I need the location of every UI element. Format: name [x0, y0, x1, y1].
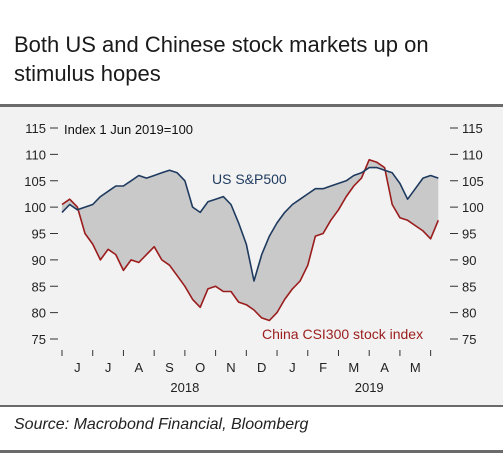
month-label: J — [74, 360, 81, 375]
y-tick-label-right: 80 — [462, 306, 476, 321]
y-tick-label-right: 95 — [462, 227, 476, 242]
y-tick-label-left: 100 — [24, 200, 46, 215]
y-tick-label-right: 100 — [462, 200, 484, 215]
us-sp500-label: US S&P500 — [212, 171, 287, 187]
china-csi300-label: China CSI300 stock index — [262, 326, 423, 342]
y-tick-label-right: 75 — [462, 332, 476, 347]
y-tick-label-left: 80 — [32, 306, 46, 321]
title-area: Both US and Chinese stock markets up on … — [0, 0, 503, 107]
source-note: Source: Macrobond Financial, Bloomberg — [14, 416, 309, 433]
month-label: S — [165, 360, 174, 375]
chart-panel: 75 75 80 80 85 85 90 90 95 95 100 100 105 105 110 110 11… — [0, 107, 503, 405]
bottom-divider — [0, 450, 503, 453]
us-sp500-line — [61, 166, 439, 282]
month-label: J — [105, 360, 112, 375]
month-label: M — [348, 360, 359, 375]
month-label: M — [410, 360, 421, 375]
month-label: A — [134, 360, 143, 375]
y-tick-label-left: 90 — [32, 253, 46, 268]
month-label: D — [257, 360, 266, 375]
y-tick-label-right: 85 — [462, 279, 476, 294]
y-tick-label-left: 75 — [32, 332, 46, 347]
chart-svg: 75 75 80 80 85 85 90 90 95 95 100 100 105 105 110 110 11… — [24, 121, 484, 395]
index-note: Index 1 Jun 2019=100 — [64, 122, 193, 137]
year-label: 2018 — [170, 380, 199, 395]
china-csi300-line — [61, 158, 440, 322]
y-tick-label-left: 105 — [24, 174, 46, 189]
month-label: F — [319, 360, 327, 375]
chart-title: Both US and Chinese stock markets up on … — [14, 32, 429, 86]
y-tick-label-right: 110 — [462, 147, 483, 162]
y-tick-label-left: 110 — [25, 147, 46, 162]
month-label: A — [380, 360, 389, 375]
month-label: J — [289, 360, 296, 375]
source-divider — [0, 405, 503, 407]
y-tick-label-right: 115 — [462, 121, 483, 136]
month-label: O — [195, 360, 205, 375]
y-tick-label-right: 105 — [462, 174, 484, 189]
y-tick-label-left: 115 — [25, 121, 46, 136]
y-tick-label-left: 95 — [32, 227, 46, 242]
y-tick-label-left: 85 — [32, 279, 46, 294]
y-tick-label-right: 90 — [462, 253, 476, 268]
year-label: 2019 — [355, 380, 384, 395]
month-label: N — [226, 360, 235, 375]
